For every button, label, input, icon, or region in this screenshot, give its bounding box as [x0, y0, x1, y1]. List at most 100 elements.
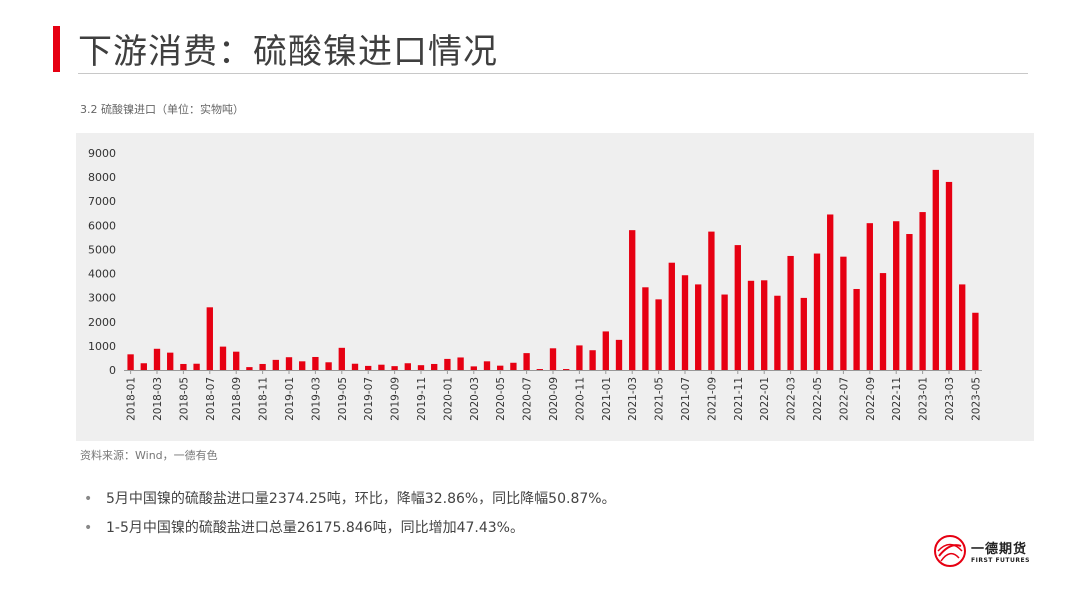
bar [668, 262, 675, 370]
bar [497, 365, 504, 370]
x-tick-label: 2021-01 [601, 377, 613, 421]
bar [813, 253, 821, 370]
x-tick-label: 2018-03 [152, 377, 164, 421]
y-tick-label: 7000 [88, 195, 116, 208]
bar [959, 284, 966, 370]
bar [404, 363, 411, 370]
bar [563, 369, 570, 370]
x-tick-label: 2020-09 [548, 377, 560, 421]
bullet-dot: • [84, 491, 93, 507]
bar [272, 359, 279, 370]
y-tick-label: 1000 [88, 340, 116, 353]
bar [932, 169, 939, 370]
bar [338, 347, 345, 370]
chart-subtitle: 3.2 硫酸镍进口（单位：实物吨） [80, 103, 244, 116]
y-tick-label: 0 [109, 364, 116, 377]
bar [866, 223, 873, 370]
x-tick-label: 2023-05 [970, 377, 982, 421]
x-tick-label: 2022-07 [838, 377, 850, 421]
x-tick-label: 2020-07 [522, 377, 534, 421]
bar [470, 366, 477, 370]
bar [695, 284, 702, 370]
bar [945, 181, 953, 370]
x-tick-label: 2018-09 [231, 377, 243, 421]
x-tick-label: 2020-03 [469, 377, 481, 421]
bar [312, 356, 319, 370]
bar [285, 357, 293, 370]
bar [417, 365, 425, 370]
logo-globe-icon [934, 535, 966, 567]
bar [893, 221, 900, 370]
y-tick-label: 4000 [88, 268, 116, 281]
bullet-list: • 5月中国镍的硫酸盐进口量2374.25吨，环比，降幅32.86%，同比降幅50… [84, 488, 616, 546]
x-tick-label: 2020-05 [495, 377, 507, 421]
x-tick-label: 2022-05 [812, 377, 824, 421]
x-tick-label: 2020-11 [574, 377, 586, 421]
bar [853, 288, 860, 370]
y-tick-label: 8000 [88, 171, 116, 184]
x-tick-label: 2020-01 [442, 377, 454, 421]
bullet-item: • 1-5月中国镍的硫酸盐进口总量26175.846吨，同比增加47.43%。 [84, 517, 616, 537]
bar [734, 245, 741, 370]
bar [879, 273, 887, 370]
page-title: 下游消费：硫酸镍进口情况 [78, 32, 498, 72]
bar [800, 297, 807, 370]
title-divider [78, 73, 1028, 74]
bar [615, 339, 623, 370]
x-tick-label: 2022-09 [865, 377, 877, 421]
bar [536, 369, 543, 370]
bar [510, 362, 517, 370]
x-tick-label: 2018-07 [205, 377, 217, 421]
bar [180, 363, 187, 370]
import-bar-chart: 0 1000 2000 3000 4000 5000 6000 7000 8000 9000 201… [88, 147, 982, 421]
bar [140, 363, 147, 370]
bar [708, 231, 715, 370]
bar [457, 357, 464, 370]
x-tick-label: 2021-03 [627, 377, 639, 421]
data-source: 资料来源：Wind，一德有色 [80, 449, 218, 462]
bar [233, 351, 240, 370]
bar [681, 275, 689, 370]
bar [906, 234, 913, 370]
bar [827, 214, 834, 370]
x-tick-label: 2023-01 [918, 377, 930, 421]
bullet-dot: • [84, 520, 93, 536]
bar [127, 354, 134, 370]
bullet-item: • 5月中国镍的硫酸盐进口量2374.25吨，环比，降幅32.86%，同比降幅50… [84, 488, 616, 508]
bar [391, 366, 398, 370]
bar [972, 312, 979, 370]
bar [193, 363, 200, 370]
bar [259, 363, 266, 370]
title-accent-bar [53, 26, 60, 72]
x-tick-label: 2022-03 [786, 377, 798, 421]
logo-text-cn: 一德期货 [971, 542, 1028, 557]
logo-text-en: FIRST FUTURES [971, 557, 1030, 564]
bar [576, 345, 583, 370]
x-tick-label: 2019-11 [416, 377, 428, 421]
bar [444, 358, 451, 370]
bar [325, 362, 332, 370]
bar [787, 255, 794, 370]
y-tick-label: 9000 [88, 147, 116, 160]
x-tick-label: 2023-03 [944, 377, 956, 421]
x-tick-label: 2018-11 [258, 377, 270, 421]
x-tick-label: 2019-01 [284, 377, 296, 421]
y-tick-label: 6000 [88, 219, 116, 232]
y-tick-label: 2000 [88, 316, 116, 329]
bar [206, 307, 213, 370]
company-logo: 一德期货 FIRST FUTURES [933, 534, 1043, 570]
bar [747, 280, 755, 370]
bar [642, 287, 649, 370]
bar [299, 361, 306, 370]
bar [589, 350, 596, 370]
x-tick-label: 2019-05 [337, 377, 349, 421]
x-tick-label: 2019-03 [310, 377, 322, 421]
bullet-text: 1-5月中国镍的硫酸盐进口总量26175.846吨，同比增加47.43%。 [106, 520, 524, 536]
x-tick-label: 2021-05 [654, 377, 666, 421]
chart-background [76, 133, 1034, 441]
bar [246, 367, 253, 370]
y-tick-label: 5000 [88, 243, 116, 256]
bar [523, 353, 530, 370]
x-tick-label: 2022-01 [759, 377, 771, 421]
bar [721, 294, 728, 370]
